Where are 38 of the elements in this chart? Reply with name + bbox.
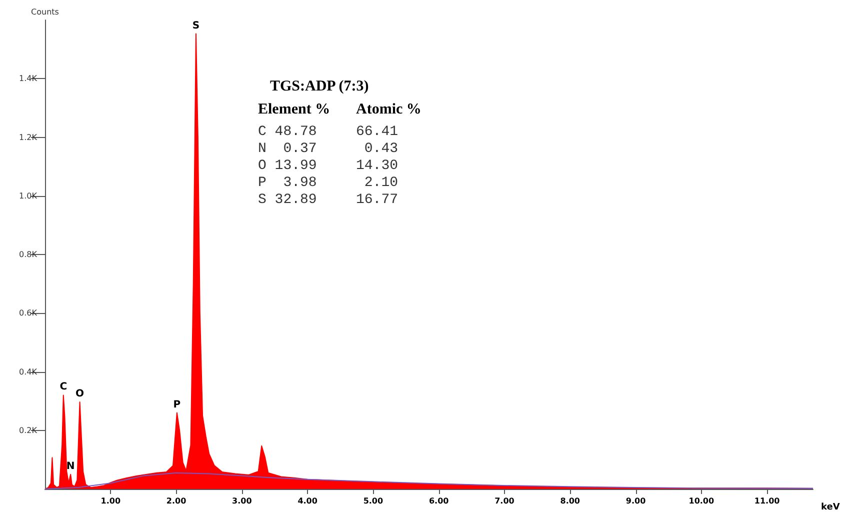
annotation: 2.10 xyxy=(356,175,398,191)
y-tick-label: 1.2K xyxy=(19,132,38,142)
y-tick-label: 0.2K xyxy=(19,426,38,435)
y-tick-label: 0.6K xyxy=(19,308,38,318)
y-tick-label: 0.4K xyxy=(19,367,38,376)
annotation: 16.77 xyxy=(356,192,398,208)
annotation: O 13.99 xyxy=(258,158,317,174)
annotation: P 3.98 xyxy=(258,175,317,191)
annotation: S xyxy=(192,20,200,32)
x-tick-label: 8.00 xyxy=(560,496,580,506)
annotation: 14.30 xyxy=(356,158,398,174)
annotation: O xyxy=(76,388,84,400)
annotation: N 0.37 xyxy=(258,141,317,157)
x-tick-label: 7.00 xyxy=(494,496,515,506)
x-tick-label: 1.00 xyxy=(100,496,121,506)
y-tick-label: 1.4K xyxy=(19,74,38,84)
x-tick-label: 6.00 xyxy=(428,496,450,506)
x-axis-title: keV xyxy=(821,502,840,512)
x-tick-label: 3.00 xyxy=(232,496,252,506)
x-tick-label: 11.00 xyxy=(754,496,780,506)
x-tick-label: 10.00 xyxy=(688,496,714,506)
x-tick-label: 5.00 xyxy=(363,496,384,506)
annotation: 66.41 xyxy=(356,124,398,140)
annotation: C xyxy=(60,382,68,393)
y-tick-label: 0.8K xyxy=(19,250,38,259)
annotation: N xyxy=(66,460,75,472)
x-tick-label: 2.00 xyxy=(166,496,187,506)
text: TGS:ADP (7:3) xyxy=(270,78,369,94)
y-tick-label: 1.0K xyxy=(19,191,38,200)
x-tick-label: 4.00 xyxy=(298,496,318,506)
annotation: P xyxy=(173,399,181,410)
annotation: Atomic % xyxy=(356,102,422,118)
annotation: 0.43 xyxy=(356,141,398,157)
annotation: Element % xyxy=(258,102,330,118)
annotation: S 32.89 xyxy=(258,192,317,208)
x-tick-label: 9.00 xyxy=(626,496,646,506)
annotation: C 48.78 xyxy=(258,124,317,140)
y-axis-title: Counts xyxy=(31,8,59,16)
